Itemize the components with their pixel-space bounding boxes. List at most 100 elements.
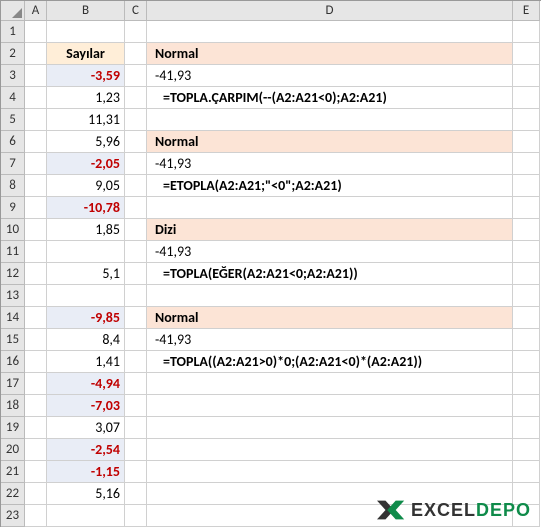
cell-B8-value[interactable]: 9,05 xyxy=(47,175,125,197)
cell-B16-value[interactable]: 1,41 xyxy=(47,351,125,373)
row-header-5[interactable]: 5 xyxy=(1,109,25,131)
cell-A10[interactable] xyxy=(25,219,47,241)
cell-D16-formula[interactable]: =TOPLA((A2:A21>0)*0;(A2:A21<0)*(A2:A21)) xyxy=(147,351,513,373)
cell-D2-hdrsection[interactable]: Normal xyxy=(147,43,513,65)
row-header-17[interactable]: 17 xyxy=(1,373,25,395)
cell-B1[interactable] xyxy=(47,21,125,43)
cell-E12[interactable] xyxy=(513,263,540,285)
row-header-9[interactable]: 9 xyxy=(1,197,25,219)
cell-A20[interactable] xyxy=(25,439,47,461)
row-header-8[interactable]: 8 xyxy=(1,175,25,197)
cell-D11-result[interactable]: -41,93 xyxy=(147,241,513,263)
cell-C4[interactable] xyxy=(125,87,147,109)
cell-B15-value[interactable]: 8,4 xyxy=(47,329,125,351)
cell-C11[interactable] xyxy=(125,241,147,263)
cell-D13[interactable] xyxy=(147,285,513,307)
row-header-4[interactable]: 4 xyxy=(1,87,25,109)
cell-A7[interactable] xyxy=(25,153,47,175)
cell-A6[interactable] xyxy=(25,131,47,153)
cell-D18[interactable] xyxy=(147,395,513,417)
cell-C1[interactable] xyxy=(125,21,147,43)
cell-B11[interactable] xyxy=(47,241,125,263)
cell-C3[interactable] xyxy=(125,65,147,87)
row-header-23[interactable]: 23 xyxy=(1,505,25,527)
cell-B21-value[interactable]: -1,15 xyxy=(47,461,125,483)
cell-A13[interactable] xyxy=(25,285,47,307)
cell-D20[interactable] xyxy=(147,439,513,461)
cell-D14-hdrsection[interactable]: Normal xyxy=(147,307,513,329)
cell-C9[interactable] xyxy=(125,197,147,219)
cell-E13[interactable] xyxy=(513,285,540,307)
cell-A23[interactable] xyxy=(25,505,47,527)
cell-E17[interactable] xyxy=(513,373,540,395)
row-header-18[interactable]: 18 xyxy=(1,395,25,417)
cell-B20-value[interactable]: -2,54 xyxy=(47,439,125,461)
cell-D8-formula[interactable]: =ETOPLA(A2:A21;"<0";A2:A21) xyxy=(147,175,513,197)
cell-B6-value[interactable]: 5,96 xyxy=(47,131,125,153)
cell-A19[interactable] xyxy=(25,417,47,439)
cell-E19[interactable] xyxy=(513,417,540,439)
cell-D9[interactable] xyxy=(147,197,513,219)
cell-E5[interactable] xyxy=(513,109,540,131)
cell-A17[interactable] xyxy=(25,373,47,395)
cell-D5[interactable] xyxy=(147,109,513,131)
cell-A8[interactable] xyxy=(25,175,47,197)
cell-B22-value[interactable]: 5,16 xyxy=(47,483,125,505)
cell-A9[interactable] xyxy=(25,197,47,219)
cell-B18-value[interactable]: -7,03 xyxy=(47,395,125,417)
cell-C5[interactable] xyxy=(125,109,147,131)
row-header-2[interactable]: 2 xyxy=(1,43,25,65)
cell-D17[interactable] xyxy=(147,373,513,395)
cell-D12-formula[interactable]: =TOPLA(EĞER(A2:A21<0;A2:A21)) xyxy=(147,263,513,285)
col-header-D[interactable]: D xyxy=(147,1,513,21)
cell-E9[interactable] xyxy=(513,197,540,219)
cell-A21[interactable] xyxy=(25,461,47,483)
cell-C2[interactable] xyxy=(125,43,147,65)
cell-C10[interactable] xyxy=(125,219,147,241)
cell-D1[interactable] xyxy=(147,21,513,43)
cell-C20[interactable] xyxy=(125,439,147,461)
cell-C7[interactable] xyxy=(125,153,147,175)
cell-E11[interactable] xyxy=(513,241,540,263)
cell-C23[interactable] xyxy=(125,505,147,527)
row-header-1[interactable]: 1 xyxy=(1,21,25,43)
row-header-11[interactable]: 11 xyxy=(1,241,25,263)
cell-D19[interactable] xyxy=(147,417,513,439)
cell-B14-value[interactable]: -9,85 xyxy=(47,307,125,329)
cell-A16[interactable] xyxy=(25,351,47,373)
cell-D6-hdrsection[interactable]: Normal xyxy=(147,131,513,153)
col-header-C[interactable]: C xyxy=(125,1,147,21)
cell-A18[interactable] xyxy=(25,395,47,417)
cell-A1[interactable] xyxy=(25,21,47,43)
cell-B13[interactable] xyxy=(47,285,125,307)
cell-E15[interactable] xyxy=(513,329,540,351)
cell-D3-result[interactable]: -41,93 xyxy=(147,65,513,87)
row-header-12[interactable]: 12 xyxy=(1,263,25,285)
cell-A14[interactable] xyxy=(25,307,47,329)
row-header-10[interactable]: 10 xyxy=(1,219,25,241)
cell-B4-value[interactable]: 1,23 xyxy=(47,87,125,109)
cell-D10-hdrsection[interactable]: Dizi xyxy=(147,219,513,241)
cell-A22[interactable] xyxy=(25,483,47,505)
cell-C19[interactable] xyxy=(125,417,147,439)
cell-D15-result[interactable]: -41,93 xyxy=(147,329,513,351)
cell-B19-value[interactable]: 3,07 xyxy=(47,417,125,439)
cell-B5-value[interactable]: 11,31 xyxy=(47,109,125,131)
cell-B7-value[interactable]: -2,05 xyxy=(47,153,125,175)
cell-E16[interactable] xyxy=(513,351,540,373)
cell-E20[interactable] xyxy=(513,439,540,461)
cell-B2-header[interactable]: Sayılar xyxy=(47,43,125,65)
cell-A15[interactable] xyxy=(25,329,47,351)
row-header-14[interactable]: 14 xyxy=(1,307,25,329)
row-header-21[interactable]: 21 xyxy=(1,461,25,483)
cell-C14[interactable] xyxy=(125,307,147,329)
cell-D7-result[interactable]: -41,93 xyxy=(147,153,513,175)
row-header-16[interactable]: 16 xyxy=(1,351,25,373)
cell-E18[interactable] xyxy=(513,395,540,417)
cell-C6[interactable] xyxy=(125,131,147,153)
cell-B23[interactable] xyxy=(47,505,125,527)
cell-E4[interactable] xyxy=(513,87,540,109)
row-header-6[interactable]: 6 xyxy=(1,131,25,153)
cell-E7[interactable] xyxy=(513,153,540,175)
col-header-B[interactable]: B xyxy=(47,1,125,21)
